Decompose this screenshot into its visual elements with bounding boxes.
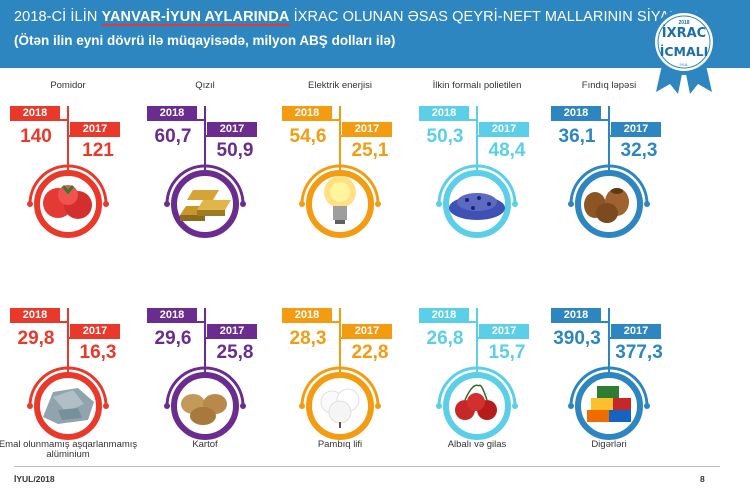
- badge-year: 2018: [678, 20, 690, 26]
- item-name: Kartof: [192, 439, 218, 450]
- footer-divider: [14, 466, 720, 467]
- gold-bars-icon: [180, 190, 231, 221]
- year-2018-label: 2018: [419, 308, 469, 323]
- year-2017-label: 2017: [207, 122, 257, 137]
- page-title: 2018-Cİ İLİN YANVAR-İYUN AYLARINDA İXRAC…: [14, 9, 698, 25]
- item-name: Albalı və gilas: [447, 439, 507, 450]
- value-2017: 15,7: [488, 342, 526, 363]
- year-2018-label: 2018: [147, 308, 197, 323]
- potato-icon: [181, 394, 227, 425]
- value-2018: 390,3: [553, 328, 601, 349]
- value-2017: 50,9: [216, 140, 254, 161]
- badge-line1: İXRAC: [661, 26, 707, 41]
- item-graphic: [27, 308, 109, 440]
- item-name: Elektrik enerjisi: [308, 80, 372, 91]
- value-2018: 29,6: [154, 328, 192, 349]
- year-2018-label: 2018: [147, 106, 197, 121]
- year-2017-label: 2017: [207, 324, 257, 339]
- ixrac-icmali-badge: 2018 İXRAC İCMALI İYUL: [650, 6, 718, 94]
- tomato-icon: [43, 185, 92, 219]
- year-2018-label: 2018: [10, 308, 60, 323]
- value-2018: 54,6: [289, 126, 327, 147]
- year-2017-label: 2017: [611, 324, 661, 339]
- value-2017: 25,8: [216, 342, 254, 363]
- value-2017: 48,4: [488, 140, 526, 161]
- value-2018: 60,7: [154, 126, 192, 147]
- page-subtitle: (Ötən ilin eyni dövrü ilə müqayisədə, mi…: [14, 33, 396, 48]
- year-2017-label: 2017: [70, 122, 120, 137]
- year-2018-label: 2018: [419, 106, 469, 121]
- export-item-10: 2018 390,3 2017 377,3 Digərləri: [539, 282, 679, 467]
- value-2017: 22,8: [351, 342, 389, 363]
- header-banner: 2018-Cİ İLİN YANVAR-İYUN AYLARINDA İXRAC…: [0, 0, 750, 68]
- year-2017-label: 2017: [342, 122, 392, 137]
- year-2017-label: 2017: [611, 122, 661, 137]
- value-2017: 25,1: [351, 140, 389, 161]
- light-bulb-icon: [324, 176, 356, 224]
- value-2017: 16,3: [79, 342, 117, 363]
- cherry-icon: [455, 384, 497, 420]
- export-item-6: 2018 29,8 2017 16,3 Emal olunmamış aşqarlanm…: [0, 282, 138, 467]
- cotton-icon: [320, 388, 360, 428]
- item-graphic: [568, 308, 650, 440]
- value-2017: 121: [82, 140, 114, 161]
- item-name: Fındıq ləpəsi: [581, 80, 637, 91]
- item-name: Emal olunmamış aşqarlanmamış alüminium: [0, 439, 138, 460]
- aluminium-icon: [43, 388, 94, 424]
- value-2018: 26,8: [426, 328, 464, 349]
- item-name: Pomidor: [50, 80, 86, 91]
- value-2017: 32,3: [620, 140, 658, 161]
- item-name: Digərləri: [591, 439, 627, 450]
- item-graphic: [436, 106, 518, 238]
- value-2018: 29,8: [17, 328, 55, 349]
- value-2018: 28,3: [289, 328, 327, 349]
- item-graphic: [164, 308, 246, 440]
- year-2017-label: 2017: [479, 324, 529, 339]
- value-2018: 50,3: [426, 126, 464, 147]
- badge-sub: İYUL: [679, 62, 689, 67]
- year-2017-label: 2017: [342, 324, 392, 339]
- value-2018: 140: [20, 126, 52, 147]
- export-item-9: 2018 26,8 2017 15,7 Albalı və gilas: [407, 282, 547, 467]
- item-name: Pambıq lifi: [317, 439, 363, 450]
- item-graphic: [164, 106, 246, 238]
- value-2017: 377,3: [615, 342, 663, 363]
- export-item-3: Elektrik enerjisi 2018 54,6 2017 25,1: [270, 80, 410, 265]
- rosette-icon: [651, 9, 717, 94]
- value-2018: 36,1: [558, 126, 596, 147]
- page-number: 8: [700, 474, 705, 484]
- containers-icon: [587, 386, 631, 422]
- item-graphic: [568, 106, 650, 238]
- item-name: İlkin formalı polietilen: [432, 80, 522, 91]
- item-name: Qızıl: [195, 80, 215, 91]
- export-item-5: Fındıq ləpəsi 2018 36,1 2017 32,3: [539, 80, 679, 265]
- title-highlight: YANVAR-İYUN AYLARINDA: [101, 9, 290, 25]
- export-item-1: Pomidor 2018 140 2017 121: [0, 80, 138, 265]
- item-graphic: [299, 308, 381, 440]
- item-graphic: [436, 308, 518, 440]
- export-item-7: 2018 29,6 2017 25,8 Kartof: [135, 282, 275, 467]
- badge-line2: İCMALI: [659, 44, 709, 59]
- export-item-8: 2018 28,3 2017 22,8 Pambıq lifi: [270, 282, 410, 467]
- year-2018-label: 2018: [10, 106, 60, 121]
- year-2018-label: 2018: [282, 308, 332, 323]
- year-2018-label: 2018: [551, 308, 601, 323]
- item-graphic: [27, 106, 109, 238]
- polyethylene-granules-icon: [449, 193, 505, 220]
- export-item-4: İlkin formalı polietilen 2018 50,3 2017 48,4: [407, 80, 547, 265]
- year-2017-label: 2017: [479, 122, 529, 137]
- hazelnut-icon: [584, 188, 629, 223]
- footer-date: İYUL/2018: [14, 474, 55, 484]
- year-2017-label: 2017: [70, 324, 120, 339]
- export-item-2: Qızıl 2018 60,7 2017 50,9: [135, 80, 275, 265]
- year-2018-label: 2018: [551, 106, 601, 121]
- year-2018-label: 2018: [282, 106, 332, 121]
